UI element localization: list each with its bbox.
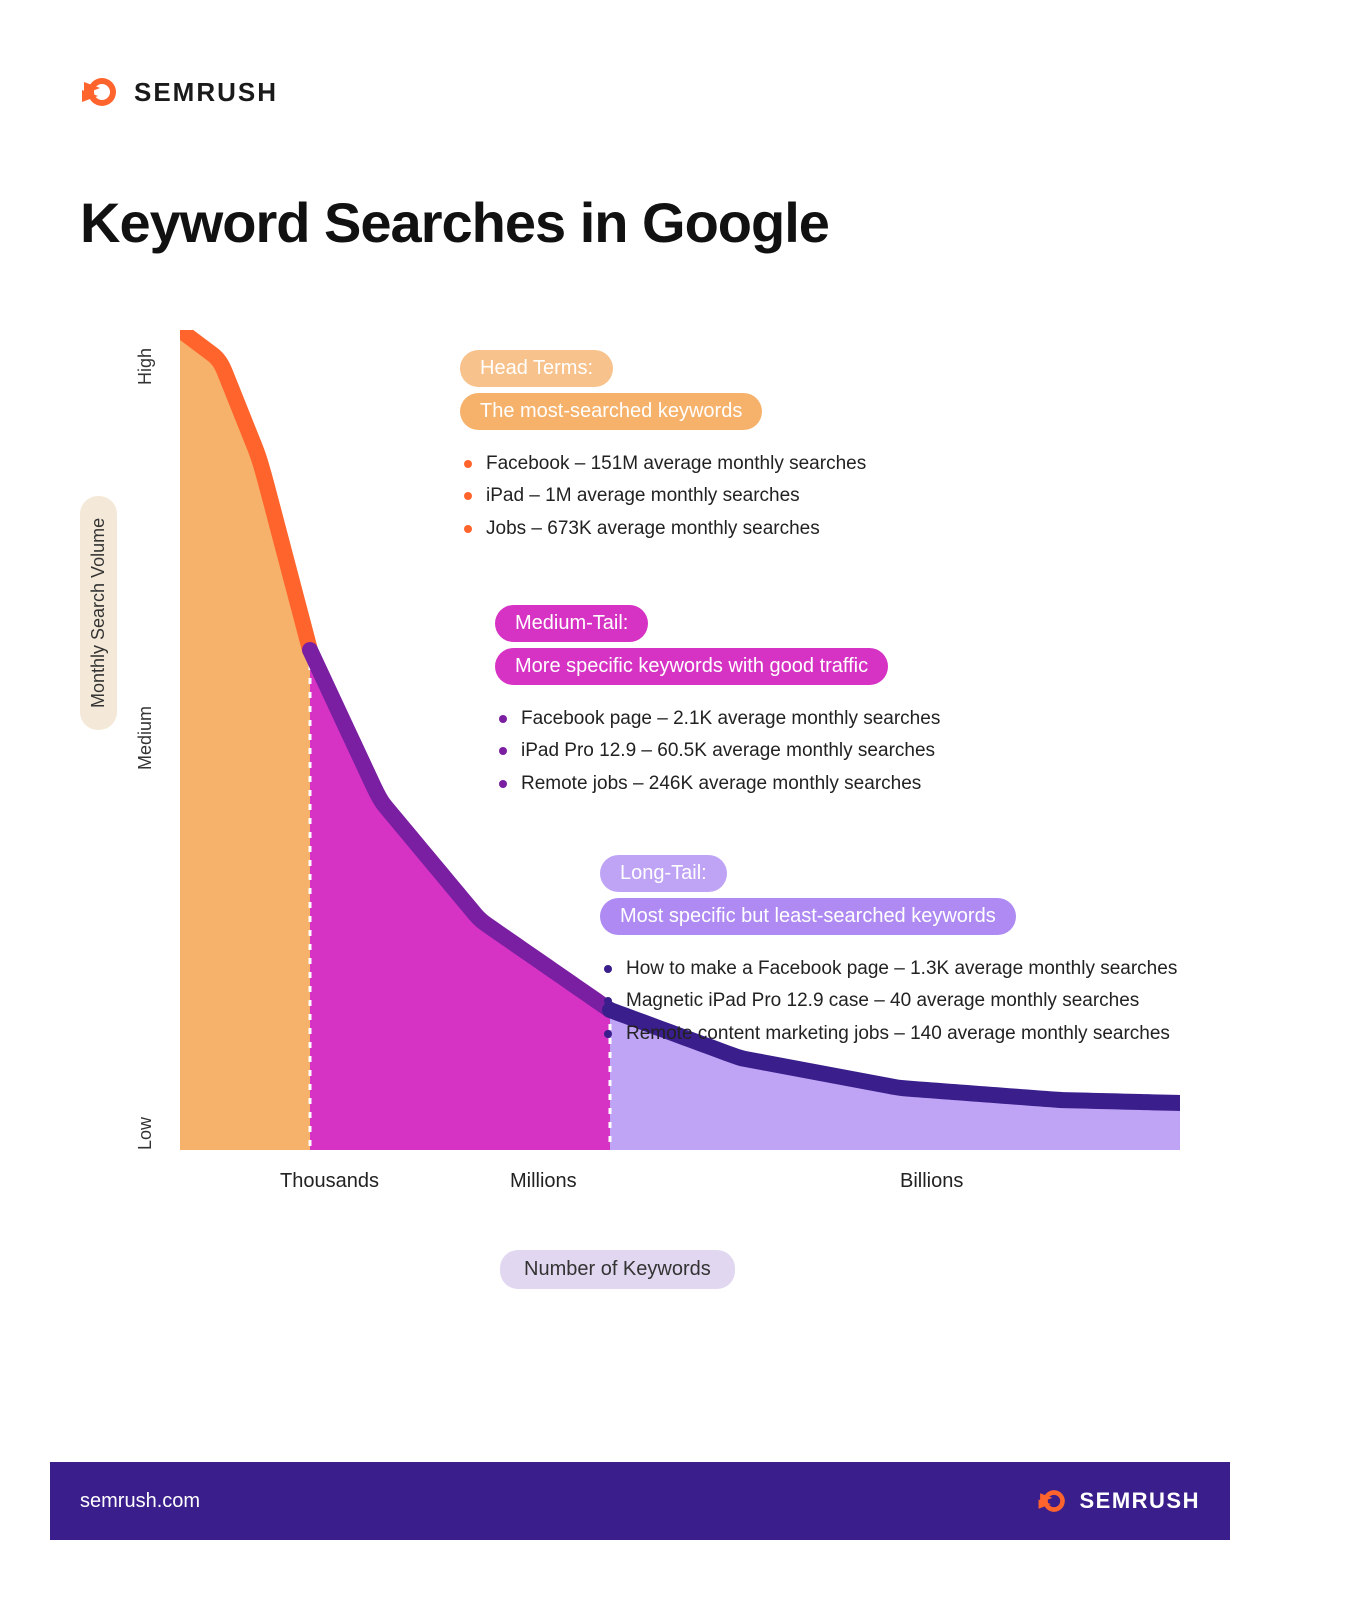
footer-logo: SEMRUSH — [1037, 1484, 1200, 1518]
callout-item: Magnetic iPad Pro 12.9 case – 40 average… — [604, 985, 1177, 1017]
logo-flame-icon — [80, 70, 124, 114]
brand-wordmark: SEMRUSH — [134, 77, 278, 108]
logo-flame-icon — [1037, 1484, 1071, 1518]
callout-medium: Medium-Tail: More specific keywords with … — [495, 605, 940, 800]
callout-long: Long-Tail: Most specific but least-search… — [600, 855, 1177, 1050]
callout-pill-primary: Long-Tail: — [600, 855, 727, 892]
x-tick: Billions — [900, 1170, 963, 1193]
y-tick: Low — [135, 1117, 156, 1150]
plot-region: Head Terms: The most-searched keywords Fac… — [180, 330, 1180, 1150]
callout-item: iPad Pro 12.9 – 60.5K average monthly se… — [499, 735, 940, 767]
callout-item: Facebook – 151M average monthly searches — [464, 448, 866, 480]
callout-item: How to make a Facebook page – 1.3K avera… — [604, 953, 1177, 985]
x-tick: Millions — [510, 1170, 577, 1193]
infographic-page: SEMRUSH Keyword Searches in Google Month… — [50, 30, 1230, 1540]
footer-wordmark: SEMRUSH — [1079, 1488, 1200, 1514]
callout-item: Facebook page – 2.1K average monthly sea… — [499, 703, 940, 735]
y-axis-label: Monthly Search Volume — [80, 496, 117, 730]
callout-list: How to make a Facebook page – 1.3K avera… — [600, 953, 1177, 1050]
callout-item: Jobs – 673K average monthly searches — [464, 513, 866, 545]
callout-head: Head Terms: The most-searched keywords Fac… — [460, 350, 866, 545]
callout-item: iPad – 1M average monthly searches — [464, 480, 866, 512]
footer-bar: semrush.com SEMRUSH — [50, 1462, 1230, 1540]
callout-pill-secondary: More specific keywords with good traffic — [495, 648, 888, 685]
callout-list: Facebook – 151M average monthly searches… — [460, 448, 866, 545]
footer-url: semrush.com — [80, 1490, 200, 1513]
x-axis-label: Number of Keywords — [500, 1250, 735, 1289]
callout-pill-secondary: Most specific but least-searched keyword… — [600, 898, 1016, 935]
y-tick: High — [135, 348, 156, 385]
y-tick: Medium — [135, 706, 156, 770]
callout-list: Facebook page – 2.1K average monthly sea… — [495, 703, 940, 800]
callout-item: Remote content marketing jobs – 140 aver… — [604, 1018, 1177, 1050]
callout-pill-secondary: The most-searched keywords — [460, 393, 762, 430]
x-tick: Thousands — [280, 1170, 379, 1193]
page-title: Keyword Searches in Google — [80, 190, 829, 255]
area-segment-head — [180, 330, 310, 1150]
callout-pill-primary: Head Terms: — [460, 350, 613, 387]
chart-area: Monthly Search Volume High Medium Low Head… — [80, 330, 1200, 1350]
callout-pill-primary: Medium-Tail: — [495, 605, 648, 642]
brand-logo: SEMRUSH — [80, 70, 278, 114]
callout-item: Remote jobs – 246K average monthly searc… — [499, 768, 940, 800]
